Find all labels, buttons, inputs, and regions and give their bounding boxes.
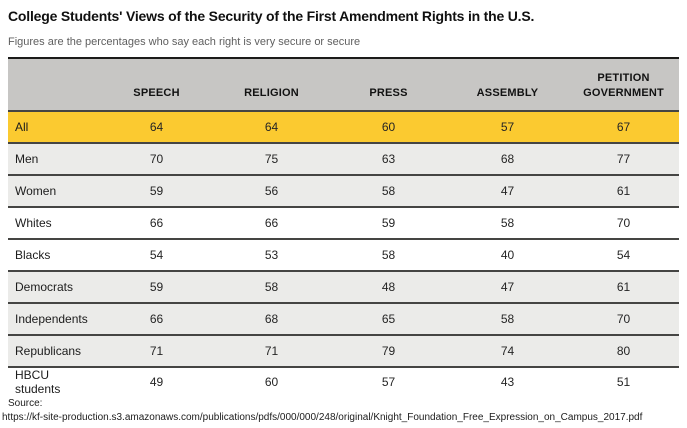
table-row: Whites 66 66 59 58 70: [8, 206, 679, 239]
value-cell: 66: [100, 206, 213, 239]
value-cell: 64: [100, 110, 213, 143]
value-cell: 53: [213, 238, 330, 271]
row-label: Republicans: [8, 334, 100, 367]
table-row: Independents 66 68 65 58 70: [8, 302, 679, 335]
value-cell: 70: [568, 206, 679, 239]
value-cell: 56: [213, 174, 330, 207]
value-cell: 67: [568, 110, 679, 143]
row-label: Men: [8, 142, 100, 175]
table-row: HBCU students 49 60 57 43 51: [8, 366, 679, 396]
column-header: RELIGION: [213, 58, 330, 111]
row-label: HBCU students: [8, 366, 100, 396]
value-cell: 58: [213, 270, 330, 303]
value-cell: 54: [100, 238, 213, 271]
table-row: Blacks 54 53 58 40 54: [8, 238, 679, 271]
column-header: SPEECH: [100, 58, 213, 111]
row-label: Blacks: [8, 238, 100, 271]
table-header-row: SPEECH RELIGION PRESS ASSEMBLY PETITION GOVE…: [8, 58, 679, 111]
value-cell: 60: [213, 366, 330, 396]
value-cell: 79: [330, 334, 447, 367]
value-cell: 58: [330, 174, 447, 207]
value-cell: 40: [447, 238, 568, 271]
value-cell: 61: [568, 174, 679, 207]
value-cell: 58: [447, 206, 568, 239]
value-cell: 51: [568, 366, 679, 396]
value-cell: 59: [100, 270, 213, 303]
value-cell: 64: [213, 110, 330, 143]
source-label: Source:: [8, 398, 43, 409]
value-cell: 48: [330, 270, 447, 303]
value-cell: 66: [213, 206, 330, 239]
page-title: College Students' Views of the Security …: [8, 8, 535, 24]
table-row: Republicans 71 71 79 74 80: [8, 334, 679, 367]
data-table: SPEECH RELIGION PRESS ASSEMBLY PETITION GOVE…: [8, 57, 679, 396]
value-cell: 47: [447, 174, 568, 207]
value-cell: 43: [447, 366, 568, 396]
row-label-column-header: [8, 58, 100, 111]
value-cell: 68: [213, 302, 330, 335]
table-row: Men 70 75 63 68 77: [8, 142, 679, 175]
value-cell: 57: [447, 110, 568, 143]
value-cell: 59: [330, 206, 447, 239]
row-label: Women: [8, 174, 100, 207]
column-header: ASSEMBLY: [447, 58, 568, 111]
value-cell: 61: [568, 270, 679, 303]
value-cell: 71: [213, 334, 330, 367]
table-row: Democrats 59 58 48 47 61: [8, 270, 679, 303]
value-cell: 59: [100, 174, 213, 207]
value-cell: 65: [330, 302, 447, 335]
row-label: Whites: [8, 206, 100, 239]
table-body: All 64 64 60 57 67 Men 70 75 63 68 77 Women 59 56 58 47 6…: [8, 110, 679, 396]
value-cell: 66: [100, 302, 213, 335]
value-cell: 77: [568, 142, 679, 175]
value-cell: 74: [447, 334, 568, 367]
value-cell: 80: [568, 334, 679, 367]
row-label: Democrats: [8, 270, 100, 303]
value-cell: 68: [447, 142, 568, 175]
value-cell: 75: [213, 142, 330, 175]
value-cell: 70: [568, 302, 679, 335]
source-note: Source: https://kf-site-production.s3.ama…: [2, 397, 679, 425]
value-cell: 54: [568, 238, 679, 271]
row-label: All: [8, 110, 100, 143]
value-cell: 58: [447, 302, 568, 335]
figure-subtitle: Figures are the percentages who say each…: [8, 36, 361, 48]
value-cell: 60: [330, 110, 447, 143]
value-cell: 49: [100, 366, 213, 396]
value-cell: 63: [330, 142, 447, 175]
value-cell: 57: [330, 366, 447, 396]
value-cell: 70: [100, 142, 213, 175]
table-row: Women 59 56 58 47 61: [8, 174, 679, 207]
value-cell: 71: [100, 334, 213, 367]
value-cell: 47: [447, 270, 568, 303]
value-cell: 58: [330, 238, 447, 271]
table-row: All 64 64 60 57 67: [8, 110, 679, 143]
column-header: PRESS: [330, 58, 447, 111]
row-label: Independents: [8, 302, 100, 335]
source-url: https://kf-site-production.s3.amazonaws.…: [2, 412, 643, 423]
column-header: PETITION GOVERNMENT: [568, 58, 679, 111]
